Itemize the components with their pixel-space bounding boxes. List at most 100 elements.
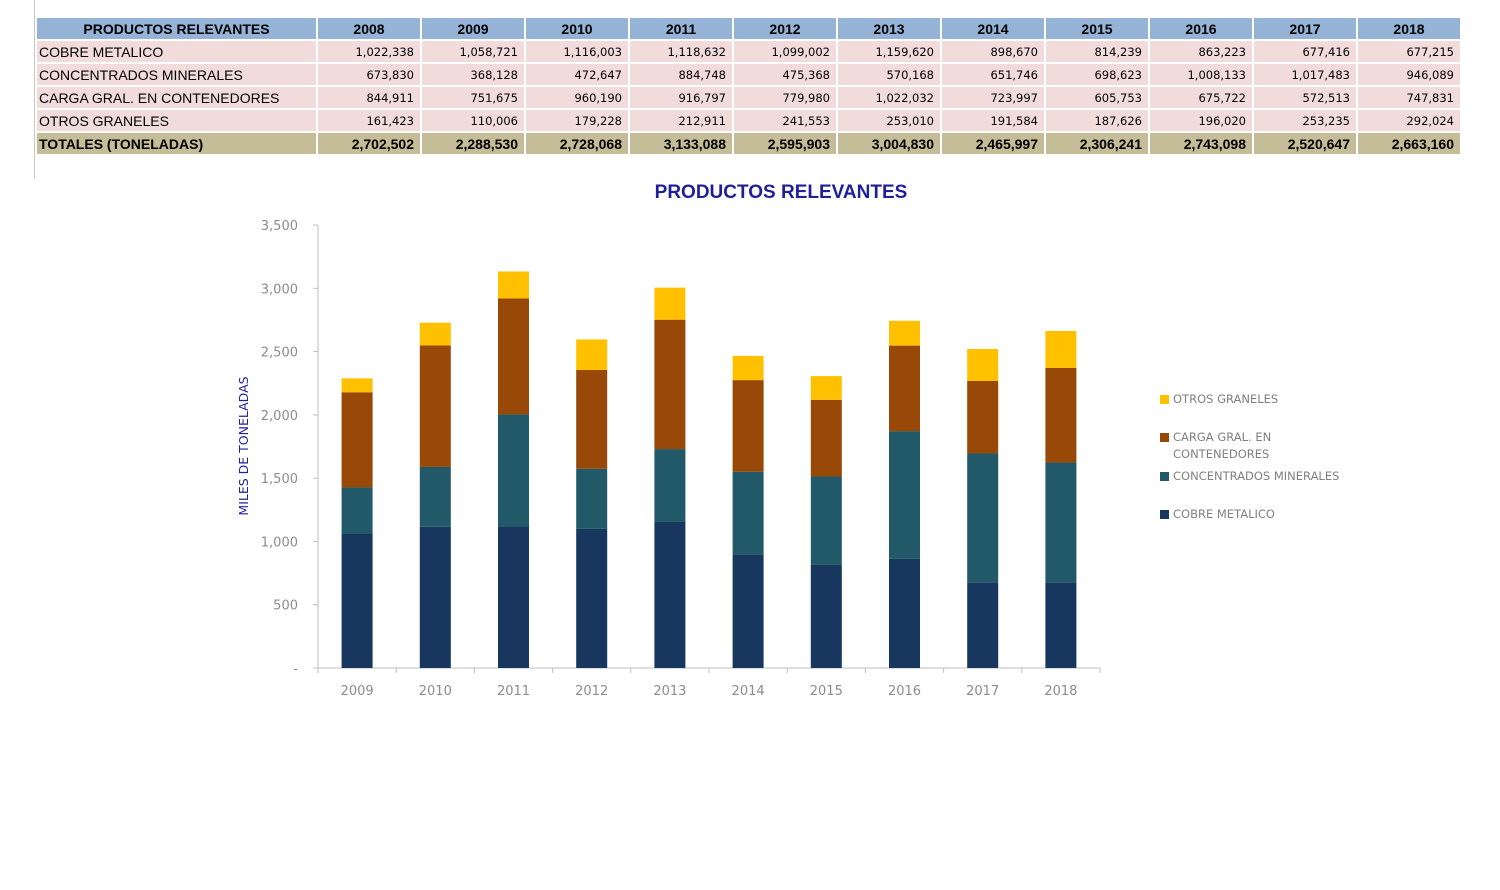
total-cell: 3,004,830 [838,133,940,154]
legend-swatch [1160,433,1169,442]
row-label: CONCENTRADOS MINERALES [37,64,316,85]
x-tick-label: 2010 [419,684,452,699]
x-tick-label: 2015 [810,684,843,699]
table-cell: 884,748 [630,64,732,85]
y-tick-label: 2,500 [261,346,298,361]
bar-segment-cobre-metalico [889,558,920,668]
total-cell: 2,520,647 [1254,133,1356,154]
table-cell: 747,831 [1358,87,1460,108]
totals-row: TOTALES (TONELADAS) 2,702,502 2,288,530 2,7… [37,133,1460,154]
bar-segment-carga-gral-en-contenedores [1045,367,1077,463]
bar-segment-otros-graneles [732,355,764,381]
total-cell: 2,306,241 [1046,133,1148,154]
header-year: 2014 [942,18,1044,39]
bar-segment-cobre-metalico [732,554,764,668]
bar-segment-carga-gral-en-contenedores [889,345,920,432]
header-year: 2010 [526,18,628,39]
bar-segment-cobre-metalico [498,526,529,668]
table-cell: 1,058,721 [422,41,524,62]
table-cell: 472,647 [526,64,628,85]
y-tick-label: 3,000 [261,282,298,297]
total-cell: 2,288,530 [422,133,524,154]
total-cell: 2,702,502 [318,133,420,154]
table-cell: 814,239 [1046,41,1148,62]
header-year: 2012 [734,18,836,39]
bar-segment-carga-gral-en-contenedores [341,392,373,488]
table-cell: 651,746 [942,64,1044,85]
table-cell: 916,797 [630,87,732,108]
table-cell: 196,020 [1150,110,1252,131]
legend-swatch [1160,472,1169,481]
table-cell: 110,006 [422,110,524,131]
x-tick-label: 2018 [1044,684,1077,699]
legend-label: CARGA GRAL. EN CONTENEDORES [1173,430,1271,461]
bar-segment-concentrados-minerales [810,476,842,565]
bar-segment-cobre-metalico [967,582,999,668]
x-tick-label: 2012 [575,684,608,699]
bar-segment-concentrados-minerales [732,471,764,555]
bar-segment-otros-graneles [341,378,373,393]
table-cell: 844,911 [318,87,420,108]
table-header-row: PRODUCTOS RELEVANTES 2008 2009 2010 2011… [37,18,1460,39]
header-year: 2011 [630,18,732,39]
total-cell: 2,465,997 [942,133,1044,154]
header-year: 2017 [1254,18,1356,39]
bar-segment-cobre-metalico [576,528,608,668]
y-axis-label: MILES DE TONELADAS [236,376,251,515]
table-cell: 1,022,338 [318,41,420,62]
bar-segment-carga-gral-en-contenedores [967,381,999,454]
bar-segment-concentrados-minerales [341,487,373,534]
table-cell: 475,368 [734,64,836,85]
table-cell: 368,128 [422,64,524,85]
products-table: PRODUCTOS RELEVANTES 2008 2009 2010 2011… [35,16,1462,156]
bar-segment-cobre-metalico [1045,582,1077,668]
x-tick-label: 2009 [341,684,374,699]
table-cell: 292,024 [1358,110,1460,131]
table-cell: 863,223 [1150,41,1252,62]
bar-segment-cobre-metalico [810,564,842,668]
legend-swatch [1160,510,1169,519]
bar-segment-otros-graneles [498,271,529,299]
table-cell: 677,215 [1358,41,1460,62]
header-year: 2015 [1046,18,1148,39]
table-cell: 898,670 [942,41,1044,62]
header-year: 2009 [422,18,524,39]
bar-segment-carga-gral-en-contenedores [576,370,608,469]
row-label: COBRE METALICO [37,41,316,62]
table-cell: 1,008,133 [1150,64,1252,85]
bar-segment-concentrados-minerales [576,468,608,529]
table-cell: 241,553 [734,110,836,131]
bar-segment-cobre-metalico [419,526,451,668]
table-cell: 570,168 [838,64,940,85]
bar-segment-concentrados-minerales [498,414,529,527]
total-cell: 3,133,088 [630,133,732,154]
table-cell: 191,584 [942,110,1044,131]
legend-label: COBRE METALICO [1173,507,1275,521]
bar-segment-cobre-metalico [341,533,373,668]
table-cell: 1,099,002 [734,41,836,62]
table-row: CONCENTRADOS MINERALES 673,830 368,128 472,… [37,64,1460,85]
table-cell: 1,017,483 [1254,64,1356,85]
bar-segment-concentrados-minerales [889,431,920,559]
table-cell: 161,423 [318,110,420,131]
table-row: OTROS GRANELES 161,423 110,006 179,228 212,9… [37,110,1460,131]
x-tick-label: 2016 [888,684,921,699]
y-tick-label: 1,500 [261,472,298,487]
header-year: 2016 [1150,18,1252,39]
bar-segment-carga-gral-en-contenedores [654,319,686,450]
y-tick-label: 1,000 [261,535,298,550]
header-year: 2008 [318,18,420,39]
y-tick-label: 2,000 [261,409,298,424]
x-tick-label: 2014 [732,684,765,699]
header-year: 2018 [1358,18,1460,39]
bar-segment-otros-graneles [1045,330,1077,368]
table-cell: 253,010 [838,110,940,131]
y-tick-label: 500 [273,599,298,614]
table-cell: 1,118,632 [630,41,732,62]
y-tick-label: - [293,662,298,677]
table-cell: 179,228 [526,110,628,131]
legend-label: CONCENTRADOS MINERALES [1173,469,1339,483]
table-row: COBRE METALICO 1,022,338 1,058,721 1,116,00… [37,41,1460,62]
table-cell: 751,675 [422,87,524,108]
header-year: 2013 [838,18,940,39]
